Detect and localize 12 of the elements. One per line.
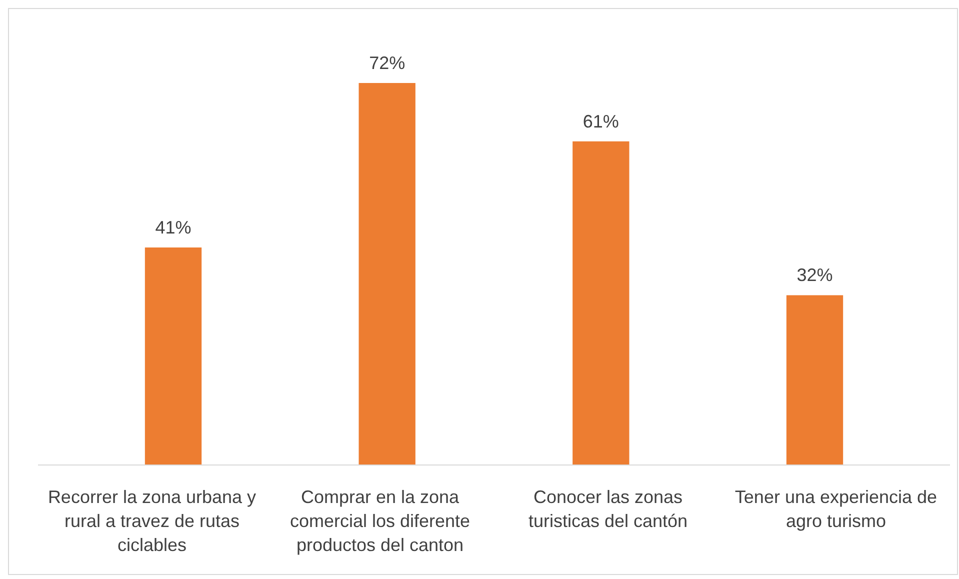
data-label: 41%	[155, 217, 192, 238]
x-tick-label: Comprar en la zona comercial los diferente productos del canton	[290, 487, 470, 555]
data-label: 72%	[369, 53, 406, 73]
bar	[572, 141, 630, 465]
bar	[144, 247, 202, 465]
x-tick-label: Tener una experiencia de agro turismo	[734, 487, 938, 531]
data-label: 32%	[796, 265, 833, 286]
bar	[786, 295, 844, 465]
x-tick-label: Conocer las zonas turisticas del cantón	[528, 487, 688, 531]
bar	[358, 83, 416, 465]
data-label: 61%	[582, 111, 619, 132]
x-tick-label: Recorrer la zona urbana y rural a travez de rutas ciclables	[48, 487, 256, 555]
